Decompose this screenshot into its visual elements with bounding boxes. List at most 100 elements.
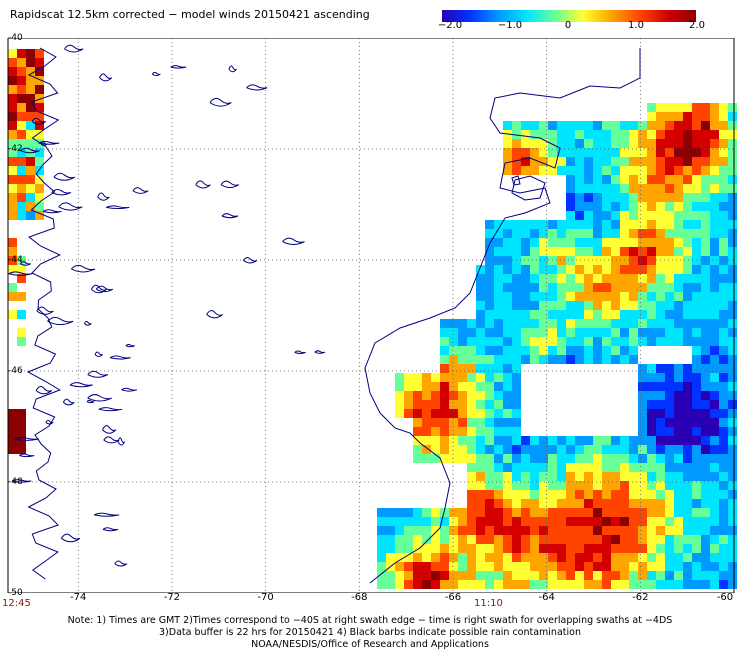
wind-difference-cell xyxy=(422,544,431,553)
wind-difference-cell xyxy=(674,112,683,121)
wind-difference-cell xyxy=(629,526,638,535)
wind-difference-cell xyxy=(674,562,683,571)
wind-difference-cell xyxy=(638,463,647,472)
wind-difference-cell xyxy=(638,121,647,130)
wind-difference-cell xyxy=(683,166,692,175)
wind-difference-cell xyxy=(710,220,719,229)
colorbar-tick-label: 0 xyxy=(564,20,572,31)
wind-difference-cell xyxy=(8,436,17,445)
wind-difference-cell xyxy=(683,544,692,553)
wind-difference-cell xyxy=(728,166,737,175)
wind-difference-cell xyxy=(494,472,503,481)
wind-difference-cell xyxy=(440,445,449,454)
wind-difference-cell xyxy=(512,535,521,544)
wind-difference-cell xyxy=(530,544,539,553)
wind-difference-cell xyxy=(665,517,674,526)
wind-difference-cell xyxy=(665,301,674,310)
wind-difference-cell xyxy=(674,184,683,193)
wind-difference-cell xyxy=(647,391,656,400)
wind-difference-cell xyxy=(539,526,548,535)
wind-difference-cell xyxy=(539,238,548,247)
wind-difference-cell xyxy=(539,463,548,472)
wind-difference-cell xyxy=(647,328,656,337)
wind-difference-cell xyxy=(575,319,584,328)
wind-difference-cell xyxy=(728,364,737,373)
wind-difference-cell xyxy=(575,166,584,175)
wind-difference-cell xyxy=(377,517,386,526)
wind-difference-cell xyxy=(629,166,638,175)
wind-difference-cell xyxy=(701,373,710,382)
wind-difference-cell xyxy=(584,157,593,166)
wind-difference-cell xyxy=(494,337,503,346)
wind-difference-cell xyxy=(539,301,548,310)
wind-difference-cell xyxy=(593,283,602,292)
wind-difference-cell xyxy=(683,247,692,256)
wind-difference-cell xyxy=(485,427,494,436)
wind-difference-cell xyxy=(476,580,485,589)
wind-difference-cell xyxy=(584,517,593,526)
wind-difference-cell xyxy=(539,535,548,544)
wind-difference-cell xyxy=(395,535,404,544)
wind-difference-cell xyxy=(503,454,512,463)
wind-difference-cell xyxy=(674,463,683,472)
wind-difference-cell xyxy=(710,166,719,175)
wind-difference-cell xyxy=(413,535,422,544)
wind-difference-cell xyxy=(692,202,701,211)
wind-difference-cell xyxy=(701,526,710,535)
wind-difference-cell xyxy=(557,499,566,508)
wind-difference-cell xyxy=(719,310,728,319)
wind-difference-cell xyxy=(521,265,530,274)
wind-difference-cell xyxy=(638,301,647,310)
wind-difference-cell xyxy=(701,265,710,274)
wind-difference-cell xyxy=(494,364,503,373)
wind-difference-cell xyxy=(611,166,620,175)
wind-difference-cell xyxy=(485,364,494,373)
wind-difference-cell xyxy=(611,580,620,589)
wind-difference-cell xyxy=(512,445,521,454)
wind-difference-cell xyxy=(602,139,611,148)
wind-difference-cell xyxy=(539,265,548,274)
wind-difference-cell xyxy=(620,193,629,202)
wind-difference-cell xyxy=(692,130,701,139)
wind-difference-cell xyxy=(8,76,17,85)
wind-difference-cell xyxy=(728,544,737,553)
wind-difference-cell xyxy=(665,238,674,247)
wind-difference-cell xyxy=(440,562,449,571)
wind-difference-cell xyxy=(647,580,656,589)
wind-difference-cell xyxy=(521,436,530,445)
wind-difference-cell xyxy=(512,571,521,580)
wind-difference-cell xyxy=(575,292,584,301)
wind-difference-cell xyxy=(548,463,557,472)
wind-difference-cell xyxy=(467,508,476,517)
wind-difference-cell xyxy=(647,319,656,328)
wind-difference-cell xyxy=(620,301,629,310)
wind-difference-cell xyxy=(674,283,683,292)
wind-difference-cell xyxy=(728,310,737,319)
wind-difference-cell xyxy=(539,274,548,283)
wind-difference-cell xyxy=(476,328,485,337)
wind-difference-cell xyxy=(575,472,584,481)
wind-difference-cell xyxy=(674,139,683,148)
wind-difference-cell xyxy=(647,508,656,517)
wind-difference-cell xyxy=(593,220,602,229)
wind-difference-cell xyxy=(395,544,404,553)
wind-difference-cell xyxy=(548,454,557,463)
wind-difference-cell xyxy=(674,229,683,238)
wind-difference-cell xyxy=(656,373,665,382)
wind-difference-cell xyxy=(539,292,548,301)
wind-difference-cell xyxy=(8,157,17,166)
wind-difference-cell xyxy=(575,463,584,472)
wind-difference-cell xyxy=(611,508,620,517)
wind-difference-cell xyxy=(710,274,719,283)
wind-difference-cell xyxy=(512,328,521,337)
wind-difference-cell xyxy=(521,535,530,544)
wind-difference-cell xyxy=(692,481,701,490)
wind-difference-cell xyxy=(719,454,728,463)
wind-difference-cell xyxy=(26,121,35,130)
wind-difference-cell xyxy=(431,553,440,562)
wind-difference-cell xyxy=(710,562,719,571)
wind-difference-cell xyxy=(647,193,656,202)
wind-difference-cell xyxy=(611,220,620,229)
wind-difference-cell xyxy=(656,445,665,454)
wind-difference-cell xyxy=(503,580,512,589)
